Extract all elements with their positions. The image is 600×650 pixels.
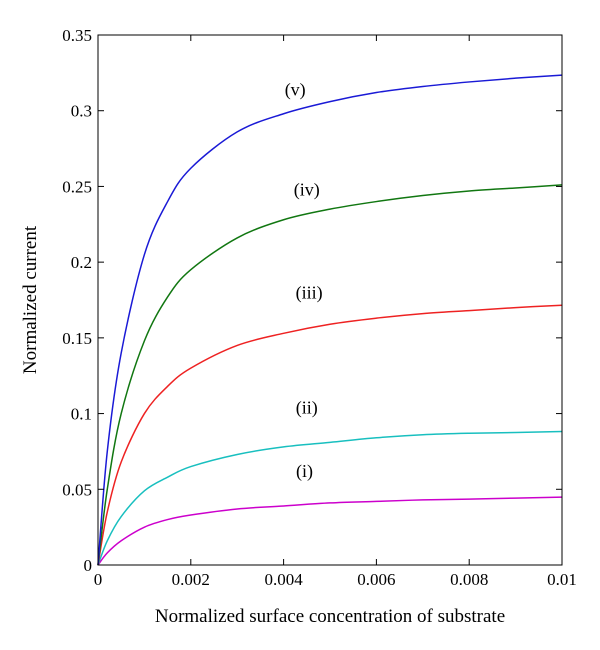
series-line [97, 304, 563, 566]
y-tick-label: 0.2 [71, 253, 92, 272]
series-line [97, 74, 563, 566]
y-tick-label: 0.1 [71, 405, 92, 424]
plot-frame [97, 34, 563, 566]
series-label: (iv) [294, 180, 320, 201]
x-axis-label: Normalized surface concentration of subs… [155, 606, 505, 627]
y-tick-label: 0.3 [71, 102, 92, 121]
y-tick-label: 0 [84, 556, 93, 575]
y-axis-label: Normalized current [20, 225, 41, 374]
series-line [97, 430, 563, 566]
series-label: (iii) [296, 282, 323, 303]
curves-layer [97, 74, 563, 566]
x-tick-label: 0.008 [450, 570, 488, 589]
ticks-layer: 0 0.002 0.004 0.006 0.008 0.01 0 0.05 0.1 0.15 0.2… [62, 26, 577, 589]
x-tick-label: 0.004 [264, 570, 303, 589]
x-tick-label: 0.006 [357, 570, 395, 589]
curve-labels-layer: (i) (ii) (iii) (iv) (v) [285, 80, 323, 483]
series-label: (i) [296, 461, 313, 482]
x-tick-label: 0.002 [172, 570, 210, 589]
series-label: (v) [285, 80, 306, 101]
y-tick-label: 0.15 [62, 329, 92, 348]
x-tick-label: 0 [94, 570, 103, 589]
y-tick-label: 0.05 [62, 480, 92, 499]
series-label: (ii) [296, 398, 318, 419]
y-tick-label: 0.35 [62, 26, 92, 45]
series-line [97, 496, 563, 566]
x-tick-label: 0.01 [547, 570, 577, 589]
y-tick-label: 0.25 [62, 177, 92, 196]
series-line [97, 184, 563, 566]
